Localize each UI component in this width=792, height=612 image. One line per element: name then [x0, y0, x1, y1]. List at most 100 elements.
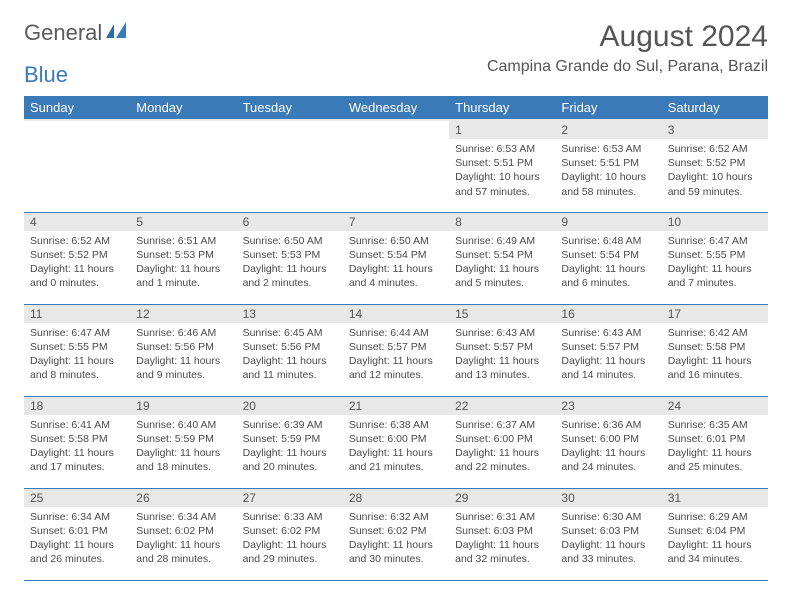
day-details: Sunrise: 6:42 AMSunset: 5:58 PMDaylight:…	[662, 323, 768, 386]
day-details: Sunrise: 6:40 AMSunset: 5:59 PMDaylight:…	[130, 415, 236, 478]
daylight-text: Daylight: 11 hours and 20 minutes.	[243, 446, 337, 474]
sunrise-text: Sunrise: 6:33 AM	[243, 510, 337, 524]
sunrise-text: Sunrise: 6:43 AM	[455, 326, 549, 340]
day-number: 22	[449, 397, 555, 415]
sunrise-text: Sunrise: 6:52 AM	[30, 234, 124, 248]
sunrise-text: Sunrise: 6:41 AM	[30, 418, 124, 432]
sunset-text: Sunset: 5:52 PM	[30, 248, 124, 262]
day-number: 30	[555, 489, 661, 507]
day-number: 27	[237, 489, 343, 507]
sunrise-text: Sunrise: 6:37 AM	[455, 418, 549, 432]
daylight-text: Daylight: 11 hours and 2 minutes.	[243, 262, 337, 290]
calendar-day-cell	[24, 120, 130, 212]
sunset-text: Sunset: 5:54 PM	[561, 248, 655, 262]
daylight-text: Daylight: 11 hours and 34 minutes.	[668, 538, 762, 566]
logo-word1: General	[24, 20, 102, 46]
day-details: Sunrise: 6:52 AMSunset: 5:52 PMDaylight:…	[24, 231, 130, 294]
day-number: 2	[555, 121, 661, 139]
calendar-day-cell: 30Sunrise: 6:30 AMSunset: 6:03 PMDayligh…	[555, 488, 661, 580]
day-details: Sunrise: 6:43 AMSunset: 5:57 PMDaylight:…	[555, 323, 661, 386]
day-details: Sunrise: 6:47 AMSunset: 5:55 PMDaylight:…	[24, 323, 130, 386]
calendar-day-cell: 23Sunrise: 6:36 AMSunset: 6:00 PMDayligh…	[555, 396, 661, 488]
calendar-day-cell: 13Sunrise: 6:45 AMSunset: 5:56 PMDayligh…	[237, 304, 343, 396]
sunset-text: Sunset: 6:04 PM	[668, 524, 762, 538]
day-number: 19	[130, 397, 236, 415]
weekday-header: Sunday	[24, 96, 130, 120]
day-details: Sunrise: 6:39 AMSunset: 5:59 PMDaylight:…	[237, 415, 343, 478]
calendar-day-cell: 25Sunrise: 6:34 AMSunset: 6:01 PMDayligh…	[24, 488, 130, 580]
weekday-header: Tuesday	[237, 96, 343, 120]
sunset-text: Sunset: 5:53 PM	[243, 248, 337, 262]
daylight-text: Daylight: 11 hours and 12 minutes.	[349, 354, 443, 382]
sunset-text: Sunset: 5:59 PM	[136, 432, 230, 446]
daylight-text: Daylight: 11 hours and 5 minutes.	[455, 262, 549, 290]
daylight-text: Daylight: 11 hours and 9 minutes.	[136, 354, 230, 382]
sunset-text: Sunset: 6:01 PM	[30, 524, 124, 538]
sunset-text: Sunset: 6:03 PM	[561, 524, 655, 538]
weekday-header-row: Sunday Monday Tuesday Wednesday Thursday…	[24, 96, 768, 120]
calendar-day-cell: 27Sunrise: 6:33 AMSunset: 6:02 PMDayligh…	[237, 488, 343, 580]
sunrise-text: Sunrise: 6:52 AM	[668, 142, 762, 156]
day-number: 15	[449, 305, 555, 323]
day-details: Sunrise: 6:52 AMSunset: 5:52 PMDaylight:…	[662, 139, 768, 202]
day-details: Sunrise: 6:47 AMSunset: 5:55 PMDaylight:…	[662, 231, 768, 294]
calendar-day-cell: 17Sunrise: 6:42 AMSunset: 5:58 PMDayligh…	[662, 304, 768, 396]
day-number: 5	[130, 213, 236, 231]
sunset-text: Sunset: 6:00 PM	[561, 432, 655, 446]
day-details: Sunrise: 6:34 AMSunset: 6:01 PMDaylight:…	[24, 507, 130, 570]
calendar-day-cell	[130, 120, 236, 212]
sunrise-text: Sunrise: 6:34 AM	[30, 510, 124, 524]
sunrise-text: Sunrise: 6:45 AM	[243, 326, 337, 340]
daylight-text: Daylight: 11 hours and 6 minutes.	[561, 262, 655, 290]
day-number: 6	[237, 213, 343, 231]
daylight-text: Daylight: 11 hours and 26 minutes.	[30, 538, 124, 566]
daylight-text: Daylight: 11 hours and 30 minutes.	[349, 538, 443, 566]
sunrise-text: Sunrise: 6:30 AM	[561, 510, 655, 524]
sunrise-text: Sunrise: 6:38 AM	[349, 418, 443, 432]
day-details: Sunrise: 6:30 AMSunset: 6:03 PMDaylight:…	[555, 507, 661, 570]
sunset-text: Sunset: 5:58 PM	[668, 340, 762, 354]
calendar-day-cell: 31Sunrise: 6:29 AMSunset: 6:04 PMDayligh…	[662, 488, 768, 580]
sunrise-text: Sunrise: 6:40 AM	[136, 418, 230, 432]
day-details: Sunrise: 6:34 AMSunset: 6:02 PMDaylight:…	[130, 507, 236, 570]
sunrise-text: Sunrise: 6:47 AM	[30, 326, 124, 340]
sunrise-text: Sunrise: 6:31 AM	[455, 510, 549, 524]
sunrise-text: Sunrise: 6:48 AM	[561, 234, 655, 248]
calendar-table: Sunday Monday Tuesday Wednesday Thursday…	[24, 96, 768, 581]
sunrise-text: Sunrise: 6:50 AM	[349, 234, 443, 248]
sunset-text: Sunset: 6:00 PM	[349, 432, 443, 446]
sunrise-text: Sunrise: 6:49 AM	[455, 234, 549, 248]
sunset-text: Sunset: 5:57 PM	[561, 340, 655, 354]
day-number: 10	[662, 213, 768, 231]
daylight-text: Daylight: 11 hours and 16 minutes.	[668, 354, 762, 382]
sunrise-text: Sunrise: 6:32 AM	[349, 510, 443, 524]
calendar-week-row: 18Sunrise: 6:41 AMSunset: 5:58 PMDayligh…	[24, 396, 768, 488]
daylight-text: Daylight: 11 hours and 0 minutes.	[30, 262, 124, 290]
sunrise-text: Sunrise: 6:42 AM	[668, 326, 762, 340]
daylight-text: Daylight: 10 hours and 58 minutes.	[561, 170, 655, 198]
day-details: Sunrise: 6:31 AMSunset: 6:03 PMDaylight:…	[449, 507, 555, 570]
day-number: 13	[237, 305, 343, 323]
daylight-text: Daylight: 11 hours and 24 minutes.	[561, 446, 655, 474]
day-details: Sunrise: 6:53 AMSunset: 5:51 PMDaylight:…	[555, 139, 661, 202]
calendar-day-cell: 7Sunrise: 6:50 AMSunset: 5:54 PMDaylight…	[343, 212, 449, 304]
day-details: Sunrise: 6:49 AMSunset: 5:54 PMDaylight:…	[449, 231, 555, 294]
daylight-text: Daylight: 11 hours and 32 minutes.	[455, 538, 549, 566]
day-details: Sunrise: 6:53 AMSunset: 5:51 PMDaylight:…	[449, 139, 555, 202]
sunset-text: Sunset: 5:52 PM	[668, 156, 762, 170]
calendar-day-cell: 8Sunrise: 6:49 AMSunset: 5:54 PMDaylight…	[449, 212, 555, 304]
daylight-text: Daylight: 11 hours and 4 minutes.	[349, 262, 443, 290]
sunrise-text: Sunrise: 6:47 AM	[668, 234, 762, 248]
sunrise-text: Sunrise: 6:35 AM	[668, 418, 762, 432]
sunset-text: Sunset: 6:02 PM	[243, 524, 337, 538]
day-number: 21	[343, 397, 449, 415]
sunset-text: Sunset: 5:54 PM	[349, 248, 443, 262]
sunrise-text: Sunrise: 6:36 AM	[561, 418, 655, 432]
daylight-text: Daylight: 11 hours and 13 minutes.	[455, 354, 549, 382]
calendar-day-cell: 10Sunrise: 6:47 AMSunset: 5:55 PMDayligh…	[662, 212, 768, 304]
sunrise-text: Sunrise: 6:43 AM	[561, 326, 655, 340]
sunset-text: Sunset: 5:56 PM	[243, 340, 337, 354]
title-block: August 2024 Campina Grande do Sul, Paran…	[487, 20, 768, 76]
sunset-text: Sunset: 5:51 PM	[561, 156, 655, 170]
day-number: 17	[662, 305, 768, 323]
